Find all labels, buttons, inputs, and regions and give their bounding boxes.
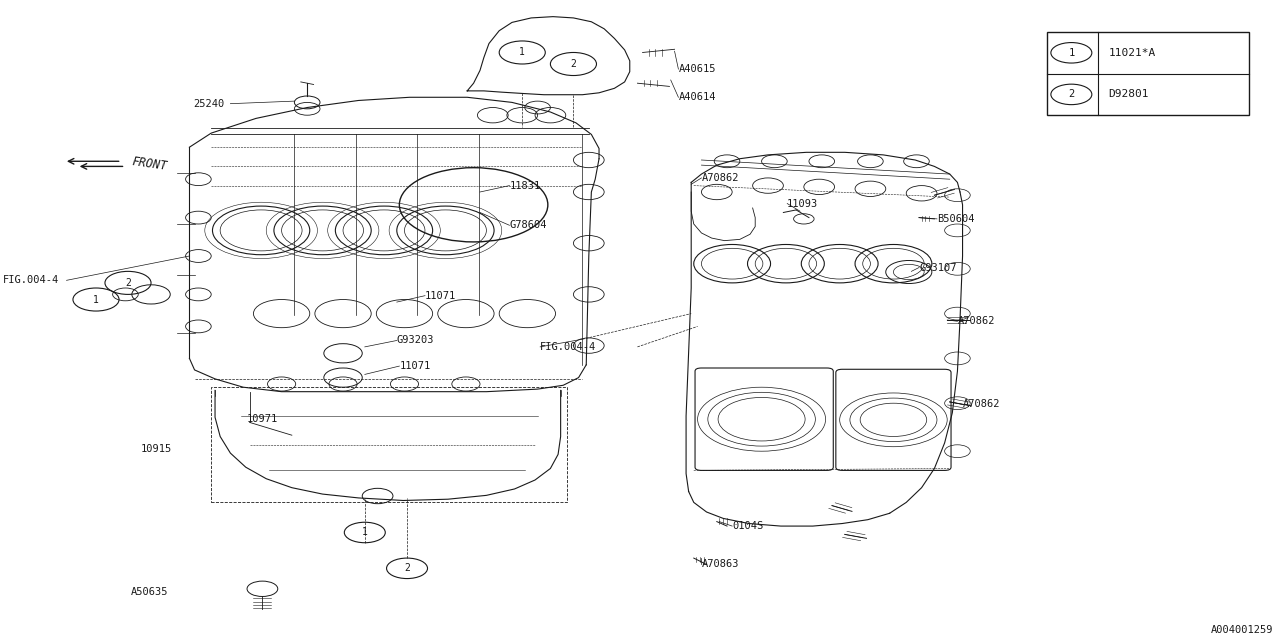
Text: 10971: 10971 bbox=[247, 414, 278, 424]
Text: A70863: A70863 bbox=[701, 559, 739, 570]
Text: 1: 1 bbox=[1069, 48, 1074, 58]
Text: 0104S: 0104S bbox=[732, 521, 763, 531]
Text: 11071: 11071 bbox=[399, 361, 430, 371]
Text: B50604: B50604 bbox=[937, 214, 974, 224]
Text: A004001259: A004001259 bbox=[1211, 625, 1274, 635]
Text: 2: 2 bbox=[125, 278, 131, 288]
Text: A40615: A40615 bbox=[678, 64, 716, 74]
Text: FIG.004-4: FIG.004-4 bbox=[3, 275, 59, 285]
Text: 11071: 11071 bbox=[425, 291, 456, 301]
Text: G93203: G93203 bbox=[397, 335, 434, 346]
Text: A50635: A50635 bbox=[131, 587, 168, 597]
Text: 1: 1 bbox=[520, 47, 525, 58]
Text: 11831: 11831 bbox=[509, 180, 540, 191]
Text: A70862: A70862 bbox=[957, 316, 995, 326]
Text: 1: 1 bbox=[93, 294, 99, 305]
Text: FIG.004-4: FIG.004-4 bbox=[540, 342, 596, 352]
Text: 10915: 10915 bbox=[141, 444, 172, 454]
Text: 2: 2 bbox=[404, 563, 410, 573]
Text: 25240: 25240 bbox=[193, 99, 224, 109]
Text: G78604: G78604 bbox=[509, 220, 547, 230]
Text: A70862: A70862 bbox=[963, 399, 1000, 410]
Text: A70862: A70862 bbox=[701, 173, 739, 183]
Text: G93107: G93107 bbox=[919, 262, 956, 273]
Text: A40614: A40614 bbox=[678, 92, 716, 102]
Text: FRONT: FRONT bbox=[131, 155, 168, 173]
Bar bbox=[1047, 32, 1249, 115]
Text: 11093: 11093 bbox=[787, 198, 818, 209]
Text: 1: 1 bbox=[362, 527, 367, 538]
Text: 2: 2 bbox=[571, 59, 576, 69]
Text: D92801: D92801 bbox=[1108, 90, 1149, 99]
Bar bbox=[211, 387, 567, 502]
Text: 11021*A: 11021*A bbox=[1108, 48, 1156, 58]
Text: 2: 2 bbox=[1069, 90, 1074, 99]
